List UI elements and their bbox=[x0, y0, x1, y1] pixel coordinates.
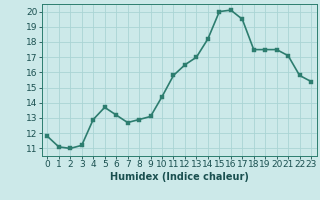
X-axis label: Humidex (Indice chaleur): Humidex (Indice chaleur) bbox=[110, 172, 249, 182]
